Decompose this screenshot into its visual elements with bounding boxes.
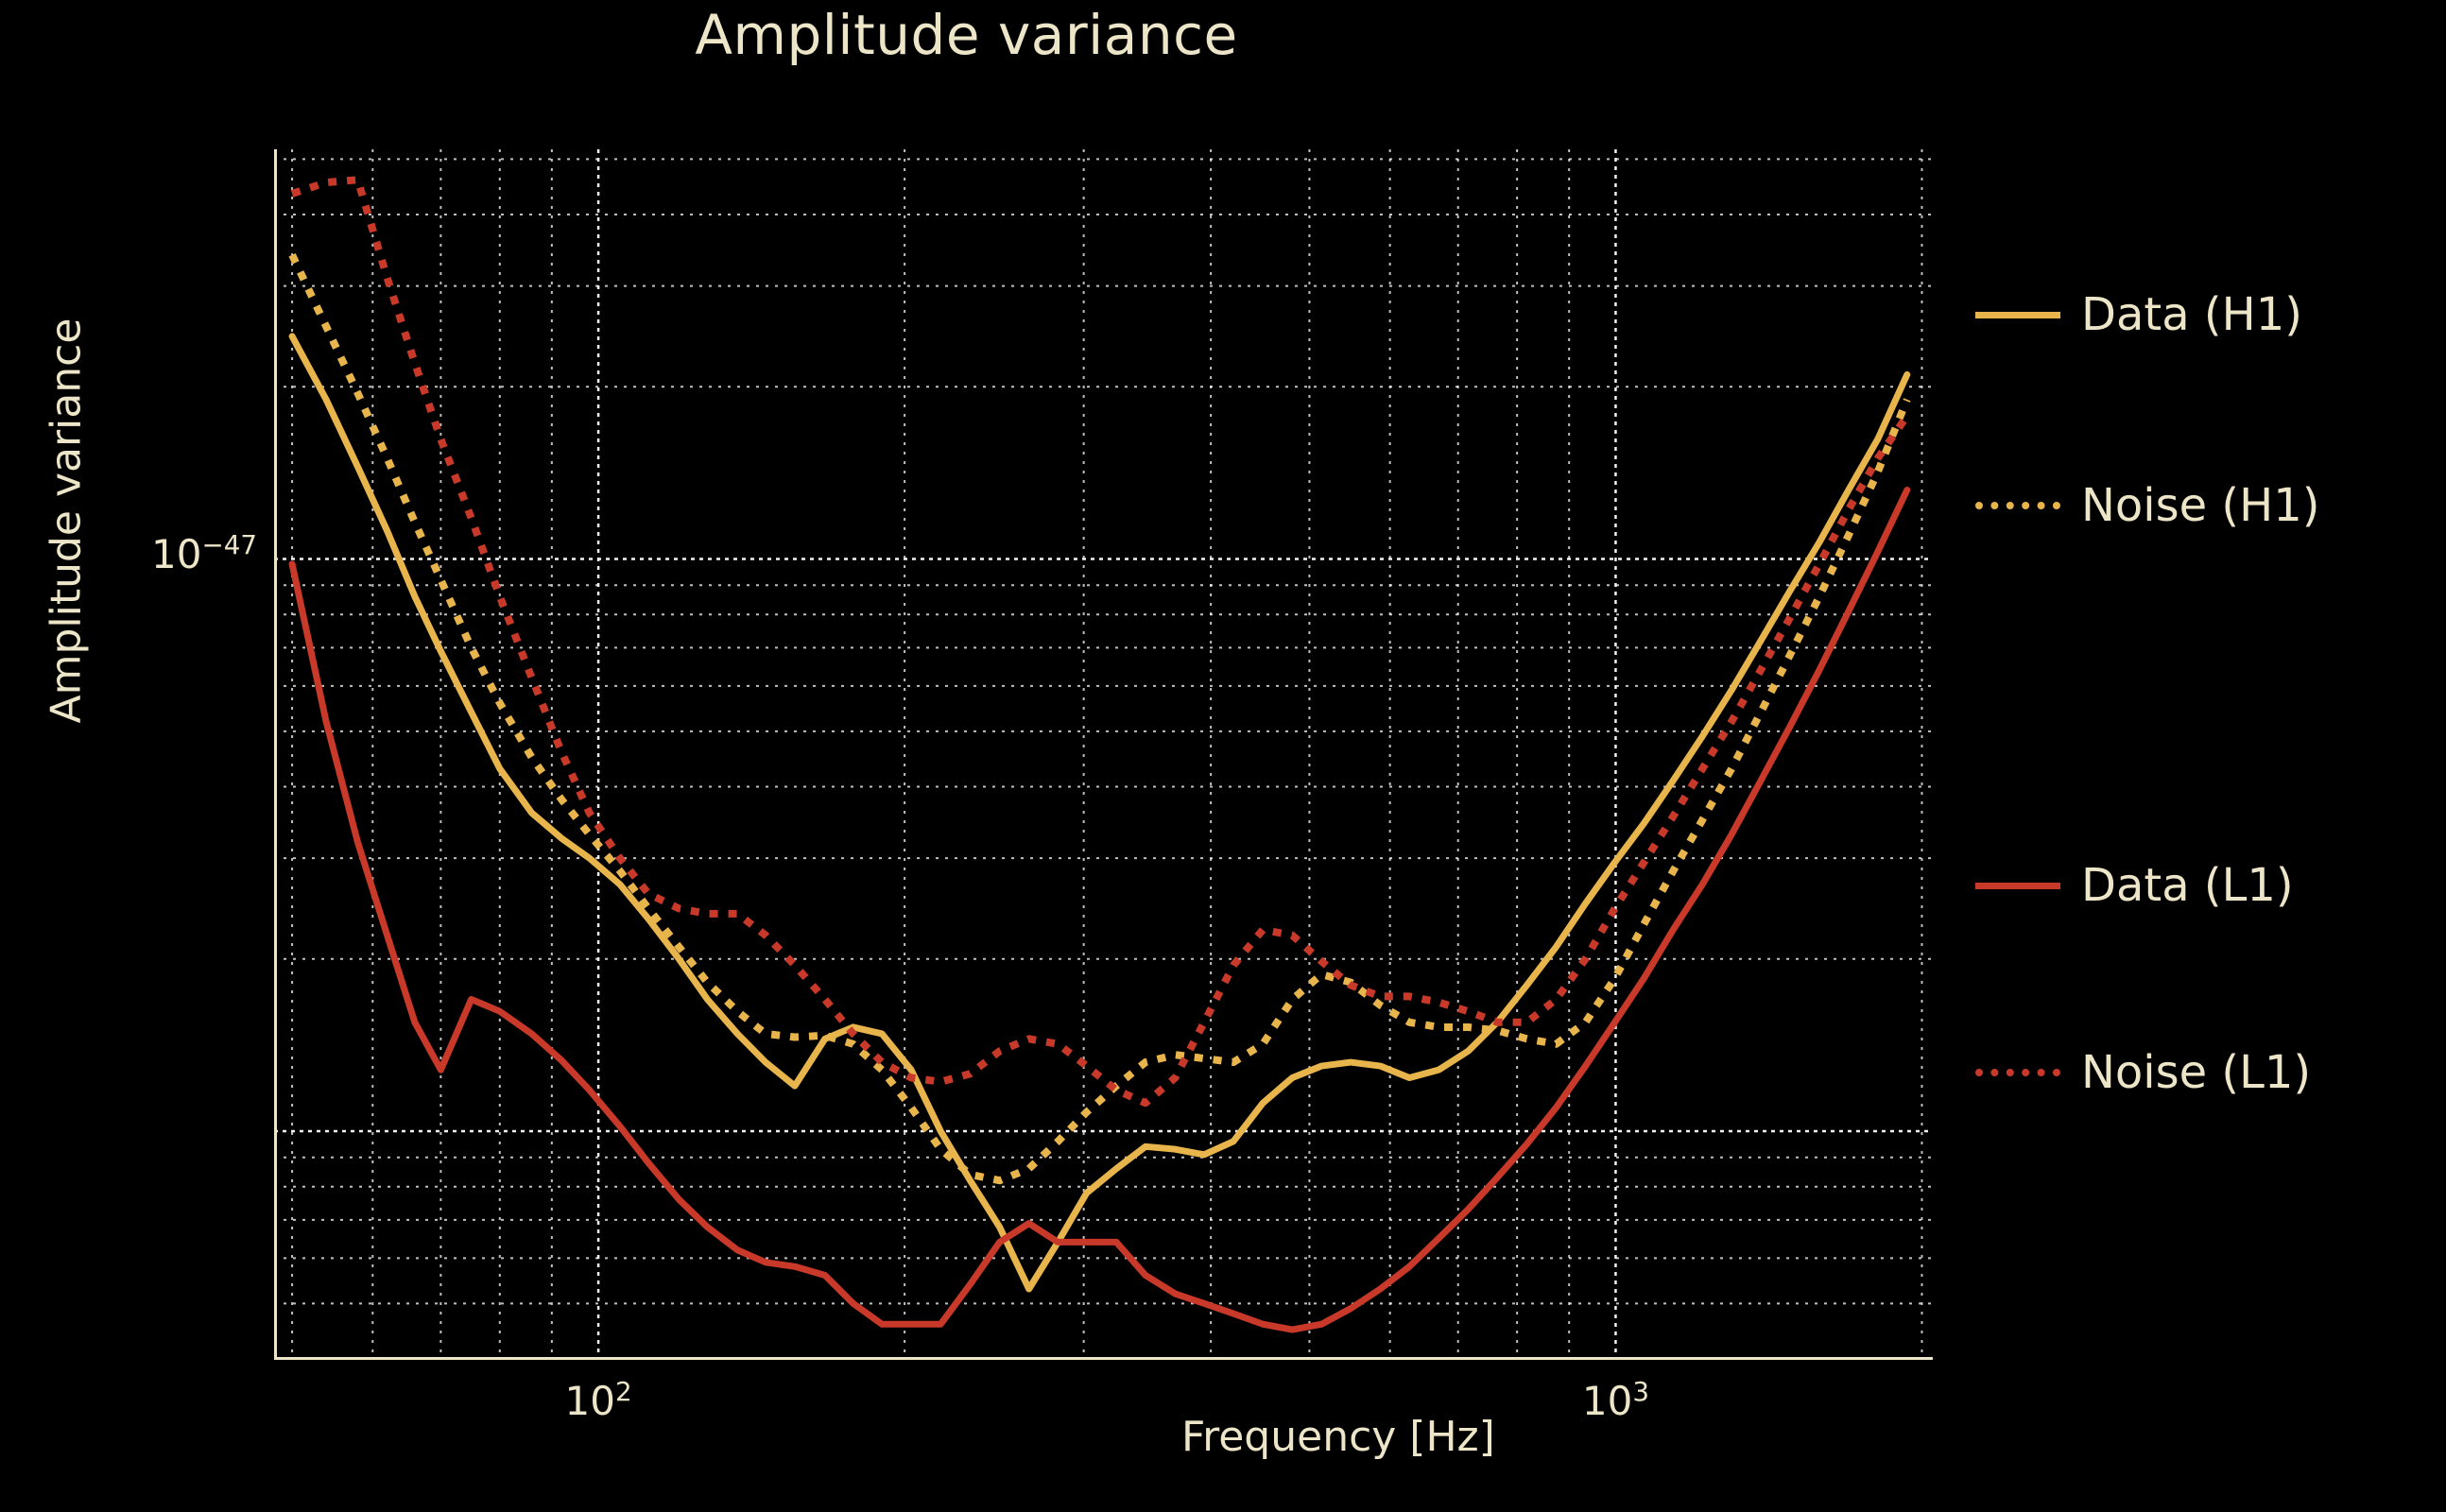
y-tick-label: 10−47 bbox=[151, 528, 257, 577]
legend-label: Data (H1) bbox=[2081, 288, 2302, 341]
series-line-data-l1 bbox=[288, 487, 1911, 1333]
series-line-data-h1 bbox=[288, 333, 1911, 1293]
legend-item-noise-h1[interactable]: Noise (H1) bbox=[1975, 472, 2320, 539]
legend-swatch-dotted-line-icon bbox=[1975, 502, 2060, 509]
legend-swatch-solid-line-icon bbox=[1975, 311, 2060, 318]
series-line-noise-h1 bbox=[288, 253, 1911, 1185]
legend-label: Noise (H1) bbox=[2081, 479, 2320, 532]
legend-swatch-dotted-line-icon bbox=[1975, 1069, 2060, 1076]
x-tick-label: 103 bbox=[1581, 1376, 1649, 1424]
chart-title: Amplitude variance bbox=[695, 3, 1238, 67]
legend-label: Noise (L1) bbox=[2081, 1046, 2312, 1099]
x-tick-label: 102 bbox=[564, 1376, 632, 1424]
x-axis-spine bbox=[274, 1357, 1933, 1360]
legend-label: Data (L1) bbox=[2081, 859, 2294, 912]
legend-item-noise-l1[interactable]: Noise (L1) bbox=[1975, 1040, 2311, 1106]
legend-item-data-h1[interactable]: Data (H1) bbox=[1975, 282, 2302, 348]
data-curves bbox=[288, 176, 1911, 1333]
y-axis-spine bbox=[274, 149, 277, 1359]
chart-legend: Data (H1) Noise (H1) Data (L1) Noise (L1) bbox=[1975, 151, 2446, 1361]
y-axis-label: Amplitude variance bbox=[42, 318, 91, 724]
series-line-noise-l1 bbox=[290, 176, 1911, 1108]
x-axis-label: Frequency [Hz] bbox=[1181, 1413, 1495, 1461]
legend-swatch-solid-line-icon bbox=[1975, 882, 2060, 889]
plot-area bbox=[274, 149, 1933, 1360]
legend-item-data-l1[interactable]: Data (L1) bbox=[1975, 852, 2294, 919]
